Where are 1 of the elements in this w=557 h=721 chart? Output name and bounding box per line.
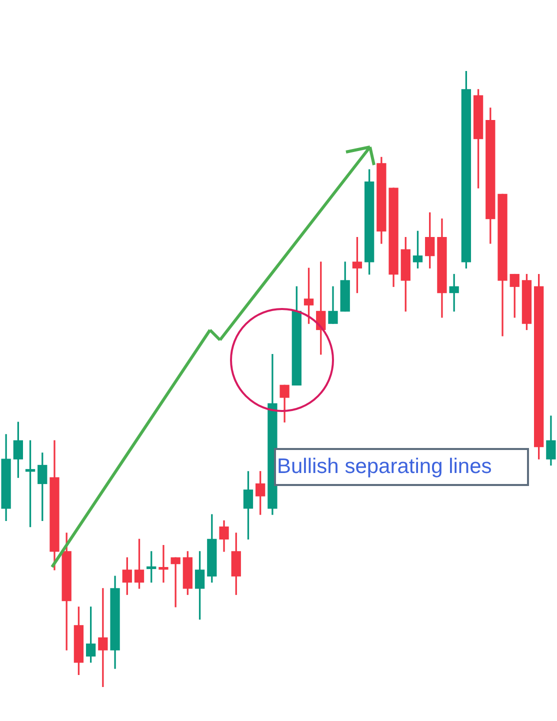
- annotation: Bullish separating lines: [274, 448, 529, 486]
